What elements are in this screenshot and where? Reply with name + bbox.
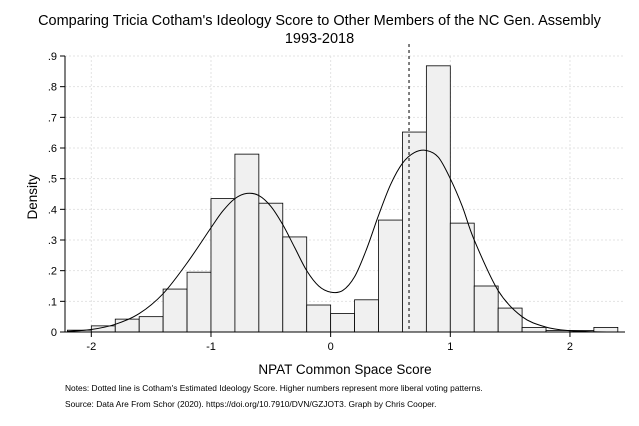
histogram-bar xyxy=(473,285,499,333)
histogram-bar xyxy=(306,304,332,333)
histogram-bar xyxy=(138,316,164,333)
y-tick-label: .3 xyxy=(48,235,57,247)
histogram-bar xyxy=(402,131,427,333)
density-curve xyxy=(67,149,618,333)
density-curve-layer xyxy=(67,149,618,333)
y-tick-label: .9 xyxy=(48,51,57,63)
y-tick-label: .7 xyxy=(48,112,57,124)
histogram-bar xyxy=(162,288,188,333)
histogram-bar xyxy=(521,326,547,333)
histogram-bar xyxy=(330,313,355,333)
histogram-bar xyxy=(234,153,260,333)
note-line-2: Source: Data Are From Schor (2020). http… xyxy=(65,399,437,409)
x-tick-label: 1 xyxy=(447,341,453,353)
axes: 0 .1 .2 .3 .4 .5 .6 .7 .8 .9 -2 -1 0 1 2 xyxy=(48,51,625,353)
y-tick-label: 0 xyxy=(51,327,57,339)
y-axis-label: Density xyxy=(25,174,40,219)
y-tick-label: .2 xyxy=(48,266,57,278)
histogram-bar xyxy=(449,222,475,333)
note-line-1: Notes: Dotted line is Cotham's Estimated… xyxy=(65,383,483,393)
x-tick-label: 0 xyxy=(328,341,334,353)
x-tick-label: -1 xyxy=(206,341,216,353)
gridlines xyxy=(65,55,625,332)
histogram-bar xyxy=(258,202,284,333)
histogram-bar xyxy=(354,299,379,333)
histogram-bar xyxy=(497,307,523,333)
histogram-bar xyxy=(425,65,451,333)
histogram-bar xyxy=(210,198,236,333)
x-tick-label: -2 xyxy=(86,341,96,353)
histogram-bars xyxy=(66,65,619,333)
y-tick-label: .6 xyxy=(48,143,57,155)
y-tick-label: .8 xyxy=(48,82,57,94)
x-axis-label: NPAT Common Space Score xyxy=(258,362,431,377)
chart-subtitle: 1993-2018 xyxy=(284,31,355,47)
histogram-bar xyxy=(114,318,140,333)
y-tick-label: .4 xyxy=(48,204,57,216)
histogram-bar xyxy=(282,236,308,333)
chart-title: Comparing Tricia Cotham's Ideology Score… xyxy=(38,13,601,29)
histogram-bar xyxy=(186,271,212,333)
y-tick-label: .1 xyxy=(48,296,57,308)
x-tick-label: 2 xyxy=(567,341,573,353)
histogram-bar xyxy=(378,219,403,333)
y-tick-label: .5 xyxy=(48,174,57,186)
